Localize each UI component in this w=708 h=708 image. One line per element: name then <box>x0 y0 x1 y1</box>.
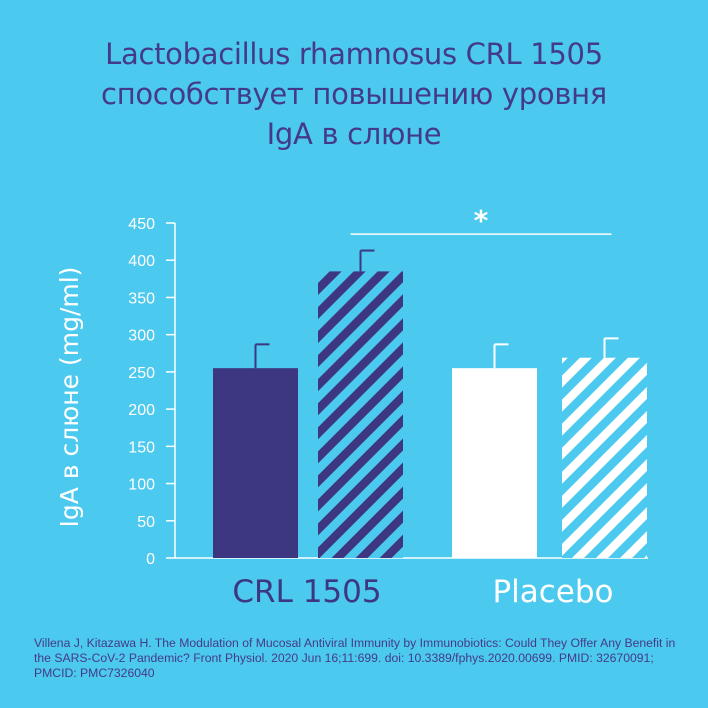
labels: 0 50 100 150 200 250 300 350 400 450 * CRL 1505 Plac… <box>55 204 614 610</box>
citation: Villena J, Kitazawa H. The Modulation of… <box>34 636 676 680</box>
bar-2 <box>318 271 403 558</box>
bar-3 <box>452 368 537 558</box>
y-tick-label: 400 <box>128 253 155 270</box>
y-tick-label: 0 <box>146 551 155 568</box>
x-category-label: Placebo <box>492 574 613 610</box>
y-tick-label: 300 <box>128 328 155 345</box>
title-line-1: Lactobacillus rhamnosus CRL 1505 <box>105 37 603 71</box>
y-tick-label: 250 <box>128 365 155 382</box>
y-tick-label: 150 <box>128 439 155 456</box>
significance-label: * <box>474 204 489 237</box>
y-tick-label: 350 <box>128 290 155 307</box>
bars <box>213 249 647 558</box>
bar-1 <box>213 368 298 558</box>
title-line-3: IgA в слюне <box>266 117 442 151</box>
chart-title: Lactobacillus rhamnosus CRL 1505 способс… <box>0 34 708 154</box>
bar-4 <box>562 357 647 558</box>
y-tick-label: 50 <box>137 514 155 531</box>
y-tick-label: 450 <box>128 216 155 233</box>
y-tick-label: 100 <box>128 477 155 494</box>
title-line-2: способствует повышению уровня <box>101 77 607 111</box>
y-axis-label: IgA в слюне (mg/ml) <box>55 267 84 528</box>
y-tick-label: 200 <box>128 402 155 419</box>
x-category-label: CRL 1505 <box>232 574 381 610</box>
